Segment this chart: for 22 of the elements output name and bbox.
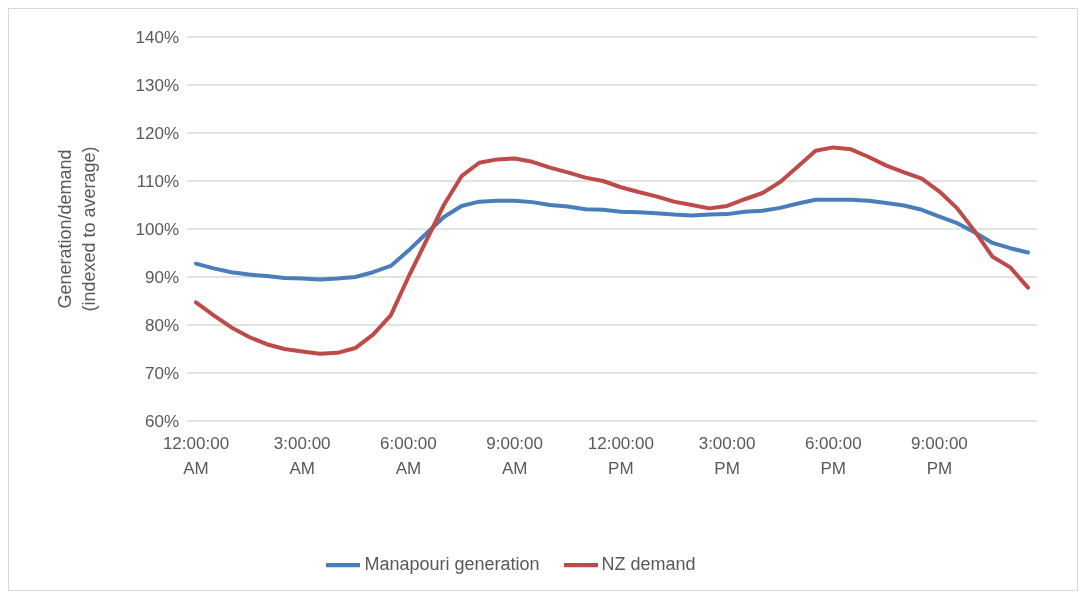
y-tick-label: 140% — [135, 28, 179, 48]
line-series — [194, 145, 1030, 356]
y-tick-label: 100% — [135, 220, 179, 240]
x-tick-label: 6:00:00 AM — [380, 434, 437, 478]
y-tick-label: 70% — [144, 364, 179, 384]
legend-label: NZ demand — [601, 553, 696, 574]
x-tick-label: 3:00:00 AM — [273, 434, 331, 478]
y-tick-label: 90% — [144, 268, 179, 288]
y-tick-label: 120% — [135, 124, 179, 144]
legend-label: Manapouri generation — [364, 553, 540, 574]
y-tick-label: 130% — [135, 76, 179, 96]
line-series — [194, 197, 1030, 282]
x-tick-label: 12:00:00 AM — [162, 434, 230, 478]
x-tick-label: 6:00:00 PM — [804, 434, 862, 478]
y-tick-label: 60% — [144, 412, 179, 432]
y-tick-label: 110% — [136, 172, 179, 192]
x-tick-label: 9:00:00 PM — [911, 434, 968, 478]
y-tick-label: 80% — [144, 316, 179, 336]
x-tick-label: 3:00:00 PM — [698, 434, 756, 478]
x-tick-label: 12:00:00 PM — [587, 434, 654, 478]
x-tick-label: 9:00:00 AM — [486, 434, 544, 478]
y-axis-title: Generation/demand (indexed to average) — [55, 146, 99, 312]
